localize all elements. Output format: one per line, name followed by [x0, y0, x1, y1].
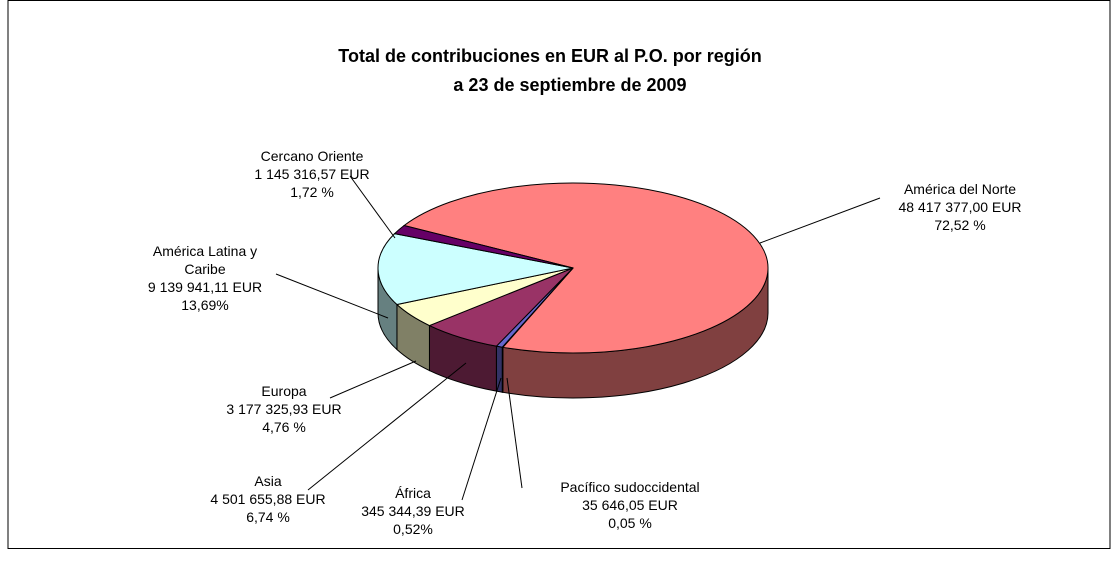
- label-name: Pacífico sudoccidental: [560, 479, 700, 495]
- data-label: Europa 3 177 325,93 EUR 4,76 %: [204, 382, 364, 436]
- slice: [402, 182, 769, 354]
- leader-line: [307, 362, 467, 491]
- label-value: 48 417 377,00 EUR: [898, 199, 1022, 215]
- label-percent: 4,76 %: [262, 419, 306, 435]
- label-value: 1 145 316,57 EUR: [254, 166, 370, 182]
- label-percent: 6,74 %: [246, 509, 290, 525]
- leader-line: [461, 377, 502, 501]
- data-label: África 345 344,39 EUR 0,52%: [343, 484, 483, 538]
- label-percent: 0,52%: [393, 521, 433, 537]
- leader-line: [329, 360, 417, 399]
- label-percent: 0,05 %: [608, 515, 652, 531]
- chart-title: Total de contribuciones en EUR al P.O. p…: [338, 46, 762, 66]
- label-percent: 72,52 %: [934, 217, 986, 233]
- label-name: América Latina y Caribe: [152, 243, 258, 277]
- label-name: Europa: [261, 383, 307, 399]
- data-label: América Latina y Caribe 9 139 941,11 EUR 1…: [140, 242, 270, 314]
- slice: [377, 233, 574, 306]
- slice: [393, 224, 574, 269]
- label-name: Asia: [254, 473, 282, 489]
- data-label: Asia 4 501 655,88 EUR 6,74 %: [188, 472, 348, 526]
- chart-frame: [7, 0, 1111, 549]
- slice-side: [495, 345, 503, 393]
- label-percent: 13,69%: [181, 297, 229, 313]
- data-label: América del Norte 48 417 377,00 EUR 72,52 …: [860, 180, 1060, 234]
- label-name: África: [395, 485, 431, 501]
- chart-subtitle: a 23 de septiembre de 2009: [453, 75, 687, 95]
- leader-line: [275, 273, 389, 319]
- label-value: 35 646,05 EUR: [582, 497, 678, 513]
- label-value: 9 139 941,11 EUR: [147, 279, 263, 295]
- data-label: Cercano Oriente 1 145 316,57 EUR 1,72 %: [232, 147, 392, 201]
- label-name: Cercano Oriente: [260, 148, 364, 164]
- leader-line: [759, 197, 881, 244]
- leader-line: [506, 377, 523, 489]
- label-value: 4 501 655,88 EUR: [210, 491, 326, 507]
- data-label: Pacífico sudoccidental 35 646,05 EUR 0,05 …: [510, 478, 750, 532]
- leader-line: [349, 175, 396, 239]
- label-value: 345 344,39 EUR: [361, 503, 465, 519]
- label-percent: 1,72 %: [290, 184, 334, 200]
- label-value: 3 177 325,93 EUR: [226, 401, 342, 417]
- label-name: América del Norte: [903, 181, 1017, 197]
